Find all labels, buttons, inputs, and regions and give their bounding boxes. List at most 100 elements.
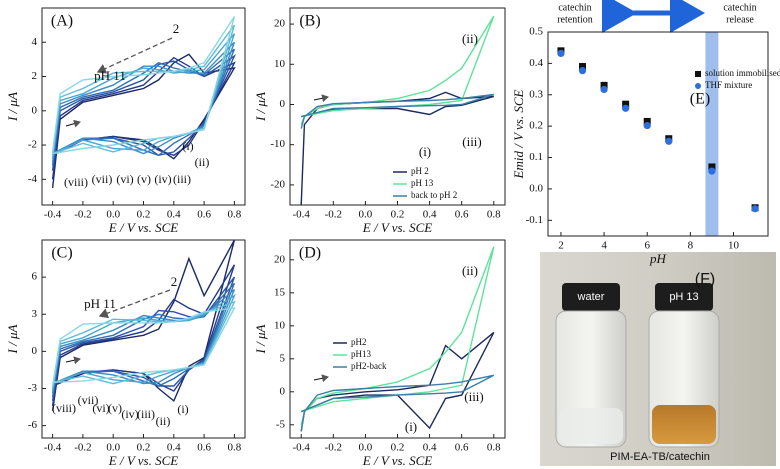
x-tick-label: 0.0: [106, 442, 120, 454]
point: [708, 167, 716, 175]
y-tick-label: 6: [32, 271, 38, 283]
x-tick-label: 0.4: [423, 442, 437, 454]
y-tick-label: 0.1: [529, 151, 543, 163]
y-tick-label: 0.2: [529, 120, 543, 132]
point: [665, 137, 673, 145]
y-tick-label: 0.4: [529, 57, 543, 69]
y-tick-label: 10: [274, 319, 286, 331]
x-axis-label: E / V vs. SCE: [108, 453, 179, 468]
point: [622, 104, 630, 112]
curve-label: (viii): [52, 401, 76, 415]
x-axis-label: E / V vs. SCE: [108, 220, 179, 235]
annotation: (iii): [462, 134, 482, 149]
cv-curve: [300, 93, 495, 129]
liquid: [652, 405, 716, 444]
y-tick-label: -10: [270, 138, 285, 150]
curve-label: (i): [177, 402, 188, 416]
legend-label: pH 2: [411, 166, 429, 176]
y-axis-label: I / μA: [5, 324, 20, 354]
curve-label: (viii): [64, 175, 88, 189]
y-tick-label: 3: [32, 308, 38, 320]
annotation: pH 11: [94, 68, 126, 83]
bottle-label: pH 13: [669, 291, 698, 303]
bottle-label: water: [577, 291, 605, 303]
curve-label: (iii): [137, 407, 155, 421]
y-tick-label: -6: [28, 419, 38, 431]
x-tick-label: -0.2: [74, 209, 91, 221]
curve-label: (v): [137, 172, 151, 186]
legend-swatch: [695, 71, 701, 77]
cv-curve: [51, 282, 236, 398]
panel: -0.4 -0.2 0.0 0.2 0.4 0.6 0.8 -5 0 5 10 15 20 E / V v…: [253, 239, 506, 468]
cv-curve: [51, 16, 236, 155]
cv-curve: [51, 300, 236, 389]
point: [600, 85, 608, 94]
panel: -0.4 -0.2 0.0 0.2 0.4 0.6 0.8 -4 -2 0 2 4 E / V vs. …: [5, 7, 246, 235]
curve-label: (vii): [92, 172, 113, 186]
y-tick-label: 0: [32, 104, 38, 116]
x-tick-label: 0.8: [228, 442, 242, 454]
curve-label: (vi): [116, 172, 133, 186]
ph-arrow: [96, 37, 173, 74]
cv-curve: [51, 33, 236, 159]
x-tick-label: -0.2: [74, 442, 91, 454]
bottle-cap: [655, 283, 713, 311]
point: [578, 67, 587, 75]
annotation: catechin: [558, 2, 591, 13]
x-tick-label: -0.2: [325, 209, 342, 221]
point: [579, 63, 587, 71]
annotation: 2: [173, 21, 180, 36]
annotation: (i): [405, 419, 417, 434]
panel-label: (A): [51, 13, 73, 30]
cv-curve: [51, 293, 236, 392]
annotation: pH 11: [84, 296, 116, 311]
x-tick-label: 0.2: [137, 442, 151, 454]
y-tick-label: 10: [274, 58, 286, 70]
y-tick-label: -20: [270, 178, 285, 190]
photo-panel: (F) water pH 13 PIM-EA-TB/catechin: [540, 252, 776, 466]
annotation: catechin: [723, 2, 756, 13]
x-tick-label: 0.4: [167, 209, 181, 221]
y-tick-label: 0: [280, 98, 286, 110]
legend-label: solution immobilised: [705, 68, 780, 78]
highlight-band: [705, 32, 719, 236]
panel-label: (E): [690, 91, 710, 108]
x-tick-label: 0.4: [423, 209, 437, 221]
x-tick-label: 0.8: [228, 209, 242, 221]
panel-label: (B): [299, 13, 320, 30]
x-tick-label: 4: [601, 240, 607, 252]
panel-label: (F): [695, 271, 715, 288]
panel-label: (C): [51, 245, 72, 262]
x-tick-label: 0.6: [197, 442, 211, 454]
cv-curve: [51, 24, 236, 156]
y-tick-label: -4: [28, 173, 38, 185]
scan-arrow: [65, 356, 81, 365]
curve-label: (vi): [92, 401, 109, 415]
legend-label: pH2: [351, 337, 367, 347]
annotation: release: [726, 14, 754, 25]
y-tick-label: 0.0: [529, 182, 543, 194]
y-tick-label: -0.1: [526, 214, 543, 226]
x-tick-label: -0.4: [293, 209, 311, 221]
x-tick-label: 0.2: [391, 442, 405, 454]
x-tick-label: 0.6: [455, 442, 469, 454]
x-tick-label: 0.0: [106, 209, 120, 221]
annotation: retention: [557, 14, 593, 25]
curve-label: (iv): [121, 407, 138, 421]
legend-label: pH 13: [411, 178, 434, 188]
y-tick-label: 5: [280, 352, 286, 364]
x-tick-label: 0.0: [359, 209, 373, 221]
y-tick-label: -2: [28, 139, 37, 151]
y-tick-label: 15: [274, 286, 286, 298]
cv-curve: [51, 41, 236, 163]
x-tick-label: 0.4: [167, 442, 181, 454]
curve-label: (ii): [195, 155, 210, 169]
x-tick-label: -0.4: [293, 442, 311, 454]
panel: -0.4 -0.2 0.0 0.2 0.4 0.6 0.8 -20 -10 0 10 20 E / V …: [253, 7, 506, 235]
y-tick-label: -3: [28, 382, 38, 394]
point: [751, 205, 759, 213]
annotation: (ii): [462, 31, 478, 46]
legend-label: pH13: [351, 349, 371, 359]
bottle-cap: [562, 283, 620, 311]
